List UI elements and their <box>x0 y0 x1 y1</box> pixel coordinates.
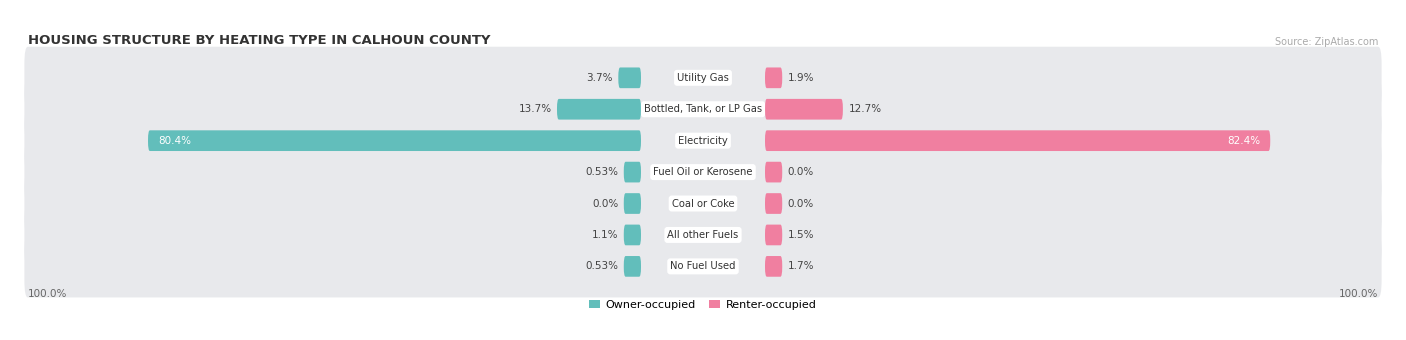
Text: 1.7%: 1.7% <box>787 261 814 271</box>
Text: 80.4%: 80.4% <box>159 136 191 146</box>
FancyBboxPatch shape <box>765 193 782 214</box>
Text: 1.5%: 1.5% <box>787 230 814 240</box>
Text: 13.7%: 13.7% <box>519 104 551 114</box>
FancyBboxPatch shape <box>624 162 641 183</box>
Text: 100.0%: 100.0% <box>28 289 67 299</box>
Text: HOUSING STRUCTURE BY HEATING TYPE IN CALHOUN COUNTY: HOUSING STRUCTURE BY HEATING TYPE IN CAL… <box>28 34 491 47</box>
Text: 3.7%: 3.7% <box>586 73 613 83</box>
FancyBboxPatch shape <box>24 235 1382 298</box>
Text: 82.4%: 82.4% <box>1227 136 1260 146</box>
Text: All other Fuels: All other Fuels <box>668 230 738 240</box>
Text: Coal or Coke: Coal or Coke <box>672 199 734 208</box>
Text: No Fuel Used: No Fuel Used <box>671 261 735 271</box>
Text: 0.0%: 0.0% <box>787 199 814 208</box>
Text: 0.53%: 0.53% <box>585 167 619 177</box>
FancyBboxPatch shape <box>619 67 641 88</box>
FancyBboxPatch shape <box>624 193 641 214</box>
FancyBboxPatch shape <box>24 109 1382 172</box>
Text: 1.9%: 1.9% <box>787 73 814 83</box>
Text: Fuel Oil or Kerosene: Fuel Oil or Kerosene <box>654 167 752 177</box>
FancyBboxPatch shape <box>24 141 1382 203</box>
Text: 0.0%: 0.0% <box>787 167 814 177</box>
FancyBboxPatch shape <box>765 225 782 245</box>
FancyBboxPatch shape <box>765 256 782 277</box>
FancyBboxPatch shape <box>148 130 641 151</box>
Text: Electricity: Electricity <box>678 136 728 146</box>
FancyBboxPatch shape <box>624 256 641 277</box>
FancyBboxPatch shape <box>24 78 1382 140</box>
Text: 100.0%: 100.0% <box>1339 289 1378 299</box>
Text: Utility Gas: Utility Gas <box>678 73 728 83</box>
FancyBboxPatch shape <box>765 99 842 120</box>
FancyBboxPatch shape <box>765 162 782 183</box>
Text: Source: ZipAtlas.com: Source: ZipAtlas.com <box>1275 37 1378 47</box>
FancyBboxPatch shape <box>24 204 1382 266</box>
Text: 12.7%: 12.7% <box>848 104 882 114</box>
FancyBboxPatch shape <box>765 67 782 88</box>
FancyBboxPatch shape <box>624 225 641 245</box>
Text: 0.53%: 0.53% <box>585 261 619 271</box>
Text: 0.0%: 0.0% <box>592 199 619 208</box>
Text: 1.1%: 1.1% <box>592 230 619 240</box>
Text: Bottled, Tank, or LP Gas: Bottled, Tank, or LP Gas <box>644 104 762 114</box>
Legend: Owner-occupied, Renter-occupied: Owner-occupied, Renter-occupied <box>585 295 821 314</box>
FancyBboxPatch shape <box>24 47 1382 109</box>
FancyBboxPatch shape <box>557 99 641 120</box>
FancyBboxPatch shape <box>765 130 1270 151</box>
FancyBboxPatch shape <box>24 172 1382 235</box>
